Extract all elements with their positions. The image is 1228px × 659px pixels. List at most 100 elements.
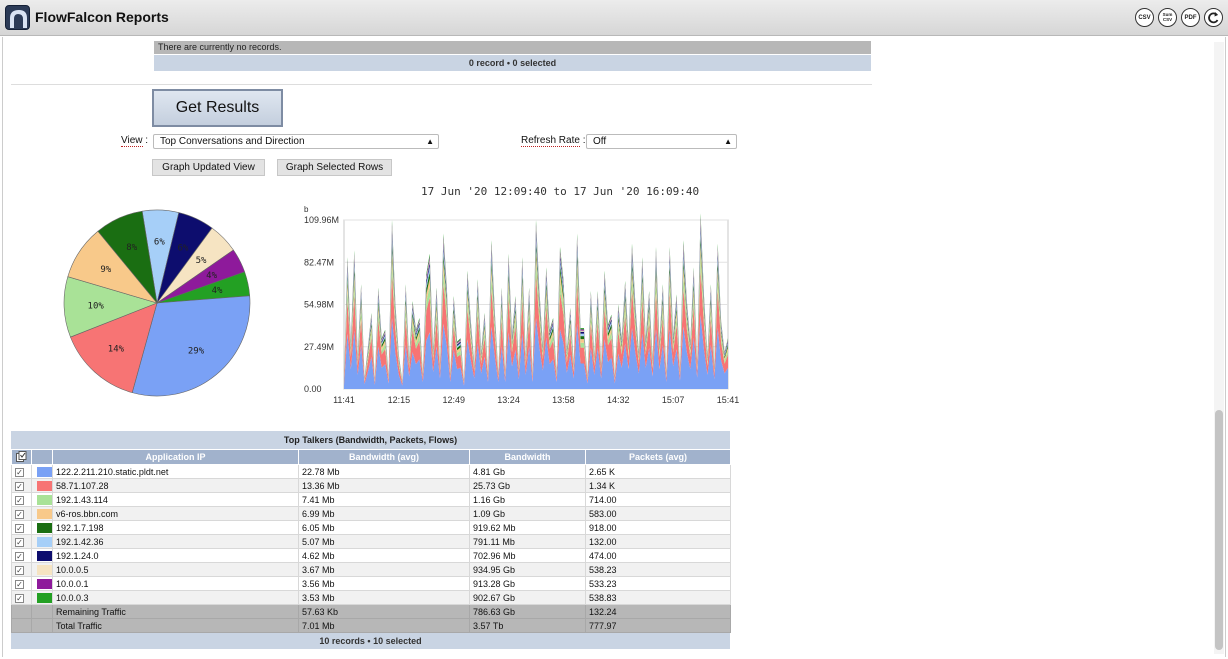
cell-bandwidth: 25.73 Gb bbox=[469, 478, 586, 493]
row-checkbox[interactable]: ✓ bbox=[15, 565, 24, 575]
graph-updated-view-button[interactable]: Graph Updated View bbox=[152, 159, 265, 176]
y-unit-label: b bbox=[304, 205, 309, 214]
row-checkbox-cell[interactable]: ✓ bbox=[11, 576, 32, 591]
pie-slice-1[interactable] bbox=[131, 295, 251, 397]
cell-bandwidth: 913.28 Gb bbox=[469, 576, 586, 591]
view-label: View : bbox=[121, 135, 149, 147]
graph-selected-rows-button[interactable]: Graph Selected Rows bbox=[277, 159, 392, 176]
pie-slice-label: 6% bbox=[177, 243, 188, 253]
cell-bandwidth: 4.81 Gb bbox=[469, 464, 586, 479]
cell-bandwidth-avg: 6.99 Mb bbox=[298, 506, 470, 521]
y-tick-label: 109.96M bbox=[304, 215, 339, 225]
cell-application-ip: 58.71.107.28 bbox=[52, 478, 299, 493]
column-header-application-ip[interactable]: Application IP bbox=[52, 449, 299, 465]
row-color-cell bbox=[31, 548, 53, 563]
cell-application-ip: 192.1.7.198 bbox=[52, 520, 299, 535]
scrollbar-thumb[interactable] bbox=[1215, 410, 1223, 650]
row-color-cell bbox=[31, 576, 53, 591]
cell-bandwidth-avg: 4.62 Mb bbox=[298, 548, 470, 563]
table-row[interactable]: ✓ 192.1.42.36 5.07 Mb 791.11 Mb 132.00 bbox=[11, 534, 731, 549]
column-header-packets-avg[interactable]: Packets (avg) bbox=[585, 449, 731, 465]
select-all-icon[interactable] bbox=[11, 449, 32, 465]
svg-text:Sum: Sum bbox=[1163, 12, 1173, 17]
no-records-message: There are currently no records. bbox=[154, 41, 871, 54]
row-checkbox[interactable]: ✓ bbox=[15, 467, 24, 477]
summary-row: Remaining Traffic 57.63 Kb 786.63 Gb 132.24 bbox=[11, 604, 731, 619]
summary-cell-pkts: 777.97 bbox=[585, 618, 731, 633]
row-checkbox[interactable]: ✓ bbox=[15, 481, 24, 491]
row-checkbox[interactable]: ✓ bbox=[15, 579, 24, 589]
summary-cell-pkts: 132.24 bbox=[585, 604, 731, 619]
row-checkbox-cell[interactable]: ✓ bbox=[11, 548, 32, 563]
x-tick-label: 13:58 bbox=[552, 395, 575, 405]
table-row[interactable]: ✓ 58.71.107.28 13.36 Mb 25.73 Gb 1.34 K bbox=[11, 478, 731, 493]
cell-bandwidth: 1.16 Gb bbox=[469, 492, 586, 507]
pdf-export-icon[interactable]: PDF bbox=[1181, 8, 1200, 27]
table-row[interactable]: ✓ 192.1.43.114 7.41 Mb 1.16 Gb 714.00 bbox=[11, 492, 731, 507]
get-results-button[interactable]: Get Results bbox=[152, 89, 283, 127]
cell-application-ip: 10.0.0.5 bbox=[52, 562, 299, 577]
cell-packets-avg: 1.34 K bbox=[585, 478, 731, 493]
column-header-bandwidth[interactable]: Bandwidth bbox=[469, 449, 586, 465]
y-tick-label: 27.49M bbox=[304, 342, 334, 352]
csv-export-icon[interactable]: CSV bbox=[1135, 8, 1154, 27]
row-checkbox-cell[interactable]: ✓ bbox=[11, 562, 32, 577]
row-checkbox-cell[interactable]: ✓ bbox=[11, 506, 32, 521]
row-checkbox-cell[interactable]: ✓ bbox=[11, 590, 32, 605]
table-row[interactable]: ✓ 192.1.24.0 4.62 Mb 702.96 Mb 474.00 bbox=[11, 548, 731, 563]
view-select[interactable]: Top Conversations and Direction ▲ bbox=[153, 134, 439, 149]
table-row[interactable]: ✓ 10.0.0.5 3.67 Mb 934.95 Gb 538.23 bbox=[11, 562, 731, 577]
cell-packets-avg: 474.00 bbox=[585, 548, 731, 563]
refresh-rate-select[interactable]: Off ▲ bbox=[586, 134, 737, 149]
row-checkbox[interactable]: ✓ bbox=[15, 523, 24, 533]
series-color-swatch bbox=[37, 494, 52, 505]
back-icon[interactable] bbox=[1204, 8, 1223, 27]
row-checkbox[interactable]: ✓ bbox=[15, 593, 24, 603]
series-color-swatch bbox=[37, 522, 52, 533]
summary-cell-bw-avg: 7.01 Mb bbox=[298, 618, 470, 633]
top-talkers-table: Top Talkers (Bandwidth, Packets, Flows) … bbox=[11, 431, 731, 649]
row-checkbox[interactable]: ✓ bbox=[15, 509, 24, 519]
row-checkbox[interactable]: ✓ bbox=[15, 495, 24, 505]
y-tick-label: 82.47M bbox=[304, 257, 334, 267]
row-checkbox-cell[interactable]: ✓ bbox=[11, 492, 32, 507]
row-checkbox-cell[interactable]: ✓ bbox=[11, 534, 32, 549]
y-tick-label: 0.00 bbox=[304, 384, 322, 394]
row-checkbox-cell[interactable]: ✓ bbox=[11, 464, 32, 479]
cell-packets-avg: 533.23 bbox=[585, 576, 731, 591]
row-checkbox[interactable]: ✓ bbox=[15, 537, 24, 547]
cell-bandwidth-avg: 5.07 Mb bbox=[298, 534, 470, 549]
chart-date-range: 17 Jun '20 12:09:40 to 17 Jun '20 16:09:… bbox=[421, 185, 700, 198]
scrollbar-track[interactable] bbox=[1214, 42, 1224, 654]
cell-packets-avg: 714.00 bbox=[585, 492, 731, 507]
row-checkbox[interactable]: ✓ bbox=[15, 551, 24, 561]
row-checkbox-cell[interactable]: ✓ bbox=[11, 520, 32, 535]
app-logo-icon bbox=[5, 5, 30, 30]
summary-empty-cell bbox=[31, 604, 53, 619]
cell-packets-avg: 538.83 bbox=[585, 590, 731, 605]
series-color-swatch bbox=[37, 550, 52, 561]
pie-slice-2[interactable] bbox=[70, 302, 158, 394]
table-row[interactable]: ✓ 10.0.0.1 3.56 Mb 913.28 Gb 533.23 bbox=[11, 576, 731, 591]
table-row[interactable]: ✓ v6-ros.bbn.com 6.99 Mb 1.09 Gb 583.00 bbox=[11, 506, 731, 521]
table-row[interactable]: ✓ 122.2.211.210.static.pldt.net 22.78 Mb 4.… bbox=[11, 464, 731, 479]
series-color-swatch bbox=[37, 480, 52, 491]
series-color-swatch bbox=[37, 564, 52, 575]
x-tick-label: 11:41 bbox=[333, 395, 355, 405]
row-color-cell bbox=[31, 590, 53, 605]
column-header-bandwidth-avg[interactable]: Bandwidth (avg) bbox=[298, 449, 470, 465]
row-checkbox-cell[interactable]: ✓ bbox=[11, 478, 32, 493]
select-arrows-icon: ▲ bbox=[426, 137, 434, 146]
cell-packets-avg: 583.00 bbox=[585, 506, 731, 521]
summary-cell-bw: 786.63 Gb bbox=[469, 604, 586, 619]
pie-slice-5[interactable] bbox=[97, 210, 158, 305]
summary-row: Total Traffic 7.01 Mb 3.57 Tb 777.97 bbox=[11, 618, 731, 633]
table-row[interactable]: ✓ 10.0.0.3 3.53 Mb 902.67 Gb 538.83 bbox=[11, 590, 731, 605]
x-tick-label: 12:15 bbox=[388, 395, 411, 405]
svg-text:CSV: CSV bbox=[1163, 17, 1172, 22]
y-tick-label: 54.98M bbox=[304, 300, 334, 310]
summary-csv-export-icon[interactable]: Sum CSV bbox=[1158, 8, 1177, 27]
x-tick-label: 13:24 bbox=[497, 395, 520, 405]
table-row[interactable]: ✓ 192.1.7.198 6.05 Mb 919.62 Mb 918.00 bbox=[11, 520, 731, 535]
